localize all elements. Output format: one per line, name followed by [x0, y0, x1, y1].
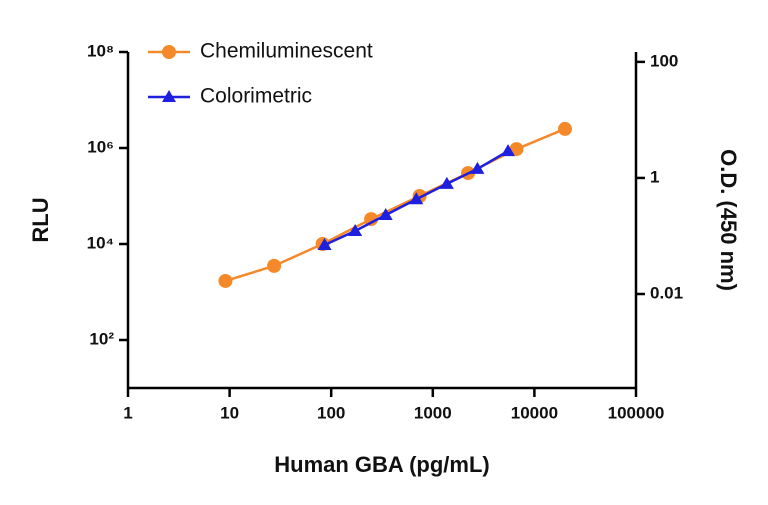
legend-marker — [162, 45, 176, 59]
y-tick-label: 10⁶ — [87, 137, 114, 156]
data-point — [470, 161, 485, 174]
data-point — [267, 258, 282, 273]
x-tick-label: 10 — [220, 403, 239, 422]
data-point — [378, 207, 393, 220]
data-point — [501, 144, 516, 157]
data-point — [218, 273, 233, 288]
data-point — [317, 237, 332, 250]
y-tick-label: 10⁸ — [87, 41, 114, 60]
data-point — [557, 121, 572, 136]
data-point — [364, 212, 379, 227]
data-point — [348, 223, 363, 236]
y-tick-label: 10² — [89, 329, 114, 348]
x-tick-label: 1000 — [414, 403, 452, 422]
x-axis-label: Human GBA (pg/mL) — [274, 452, 490, 477]
y2-axis-label: O.D. (450 nm) — [716, 149, 741, 291]
y-axis-label: RLU — [28, 197, 53, 242]
x-tick-label: 10000 — [511, 403, 558, 422]
x-tick-label: 100 — [317, 403, 345, 422]
y2-tick-label: 0.01 — [650, 283, 683, 302]
data-point — [509, 142, 524, 157]
legend-label: Chemiluminescent — [200, 40, 373, 63]
data-point — [439, 176, 454, 189]
y-tick-label: 10⁴ — [87, 233, 114, 252]
x-tick-label: 100000 — [608, 403, 665, 422]
y2-tick-label: 100 — [650, 51, 678, 70]
x-tick-label: 1 — [123, 403, 132, 422]
legend-label: Colorimetric — [200, 85, 312, 108]
legend-marker — [162, 90, 176, 102]
data-point — [409, 192, 424, 205]
y2-tick-label: 1 — [650, 167, 659, 186]
